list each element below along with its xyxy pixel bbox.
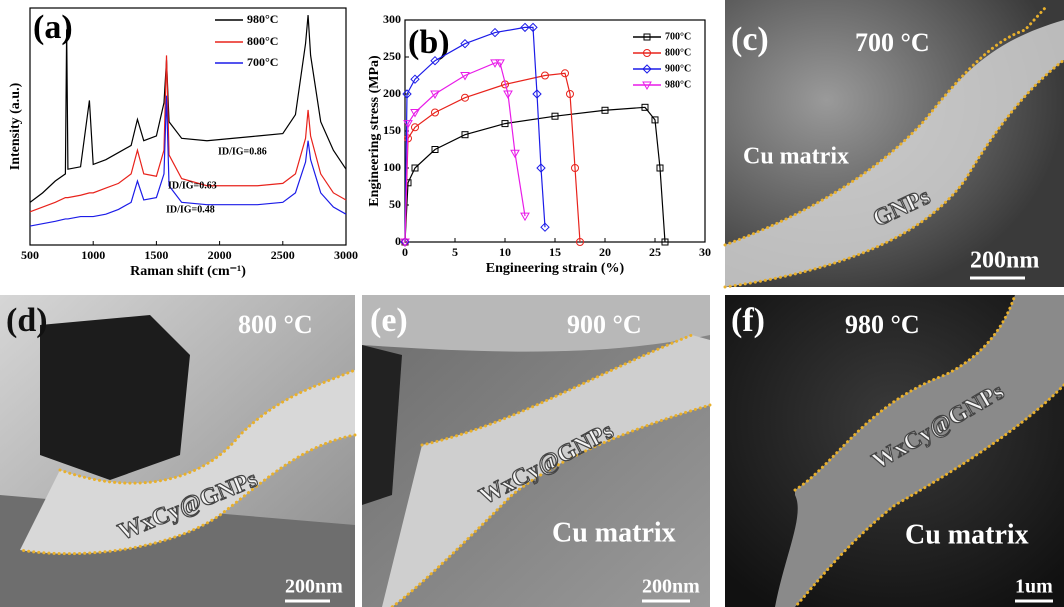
temperature: 800 °C [238,310,313,339]
micrograph-c: (c) 700 °C Cu matrix GNPs 200nm [725,0,1064,287]
panel-label: (c) [731,21,769,58]
matrix [362,295,710,352]
micrograph-e: (e) 900 °C WxCy@GNPs Cu matrix 200nm [362,295,710,607]
scale-bar-label: 200nm [970,248,1039,274]
panel-label: (d) [6,302,48,339]
phase-label: Cu matrix [905,519,1029,550]
annotation: ID/IG=0.63 [168,180,217,191]
x-axis-label: Engineering strain (%) [486,261,625,276]
chart-title: (b) [408,24,450,61]
legend-label: 800°C [665,47,691,58]
scale-bar-label: 1um [1015,576,1053,598]
y-axis-label: Intensity (a.u.) [8,82,23,170]
y-tick-label: 250 [383,49,401,63]
series-line [405,63,525,242]
figure: (c) 700 °C Cu matrix GNPs 200nm (d) 800 … [0,0,1064,607]
panel-label: (f) [731,302,765,339]
x-tick-label: 15 [549,245,561,259]
y-tick-label: 50 [389,197,401,211]
x-tick-label: 1500 [144,248,168,262]
legend-label: 980°C [665,79,691,90]
y-tick-label: 150 [383,123,401,137]
x-tick-label: 2500 [271,248,295,262]
particle [40,315,190,480]
temperature: 900 °C [567,310,642,339]
y-tick-label: 300 [383,12,401,26]
micrograph-f: (f) 980 °C WxCy@GNPs Cu matrix 1um [725,295,1064,607]
x-tick-label: 3000 [334,248,358,262]
temperature: 980 °C [845,310,920,339]
annotation: ID/IG=0.86 [218,146,267,157]
series-line [30,15,346,202]
scale-bar-label: 200nm [285,576,343,598]
y-tick-label: 200 [383,86,401,100]
phase-label: Cu matrix [552,517,676,548]
series-line [405,107,665,242]
legend-label: 700°C [665,31,691,42]
scale-bar-label: 200nm [642,576,700,598]
legend-label: 800°C [247,34,278,48]
y-axis-label: Engineering stress (MPa) [367,55,382,207]
x-tick-label: 500 [21,248,39,262]
legend-label: 980°C [247,12,278,26]
legend-label: 900°C [665,63,691,74]
phase-label: Cu matrix [743,144,849,170]
x-tick-label: 2000 [208,248,232,262]
x-axis-label: Raman shift (cm⁻¹) [130,264,246,279]
x-tick-label: 30 [699,245,711,259]
y-tick-label: 0 [395,234,401,248]
annotation: ID/IG=0.48 [166,204,215,215]
y-tick-label: 100 [383,160,401,174]
legend-label: 700°C [247,55,278,69]
micrograph-d: (d) 800 °C WxCy@GNPs 200nm [0,295,355,607]
panel-label: (e) [370,302,408,339]
x-tick-label: 20 [599,245,611,259]
x-tick-label: 1000 [81,248,105,262]
x-tick-label: 25 [649,245,661,259]
series-line [405,73,580,242]
temperature: 700 °C [855,28,930,57]
x-tick-label: 10 [499,245,511,259]
x-tick-label: 5 [452,245,458,259]
